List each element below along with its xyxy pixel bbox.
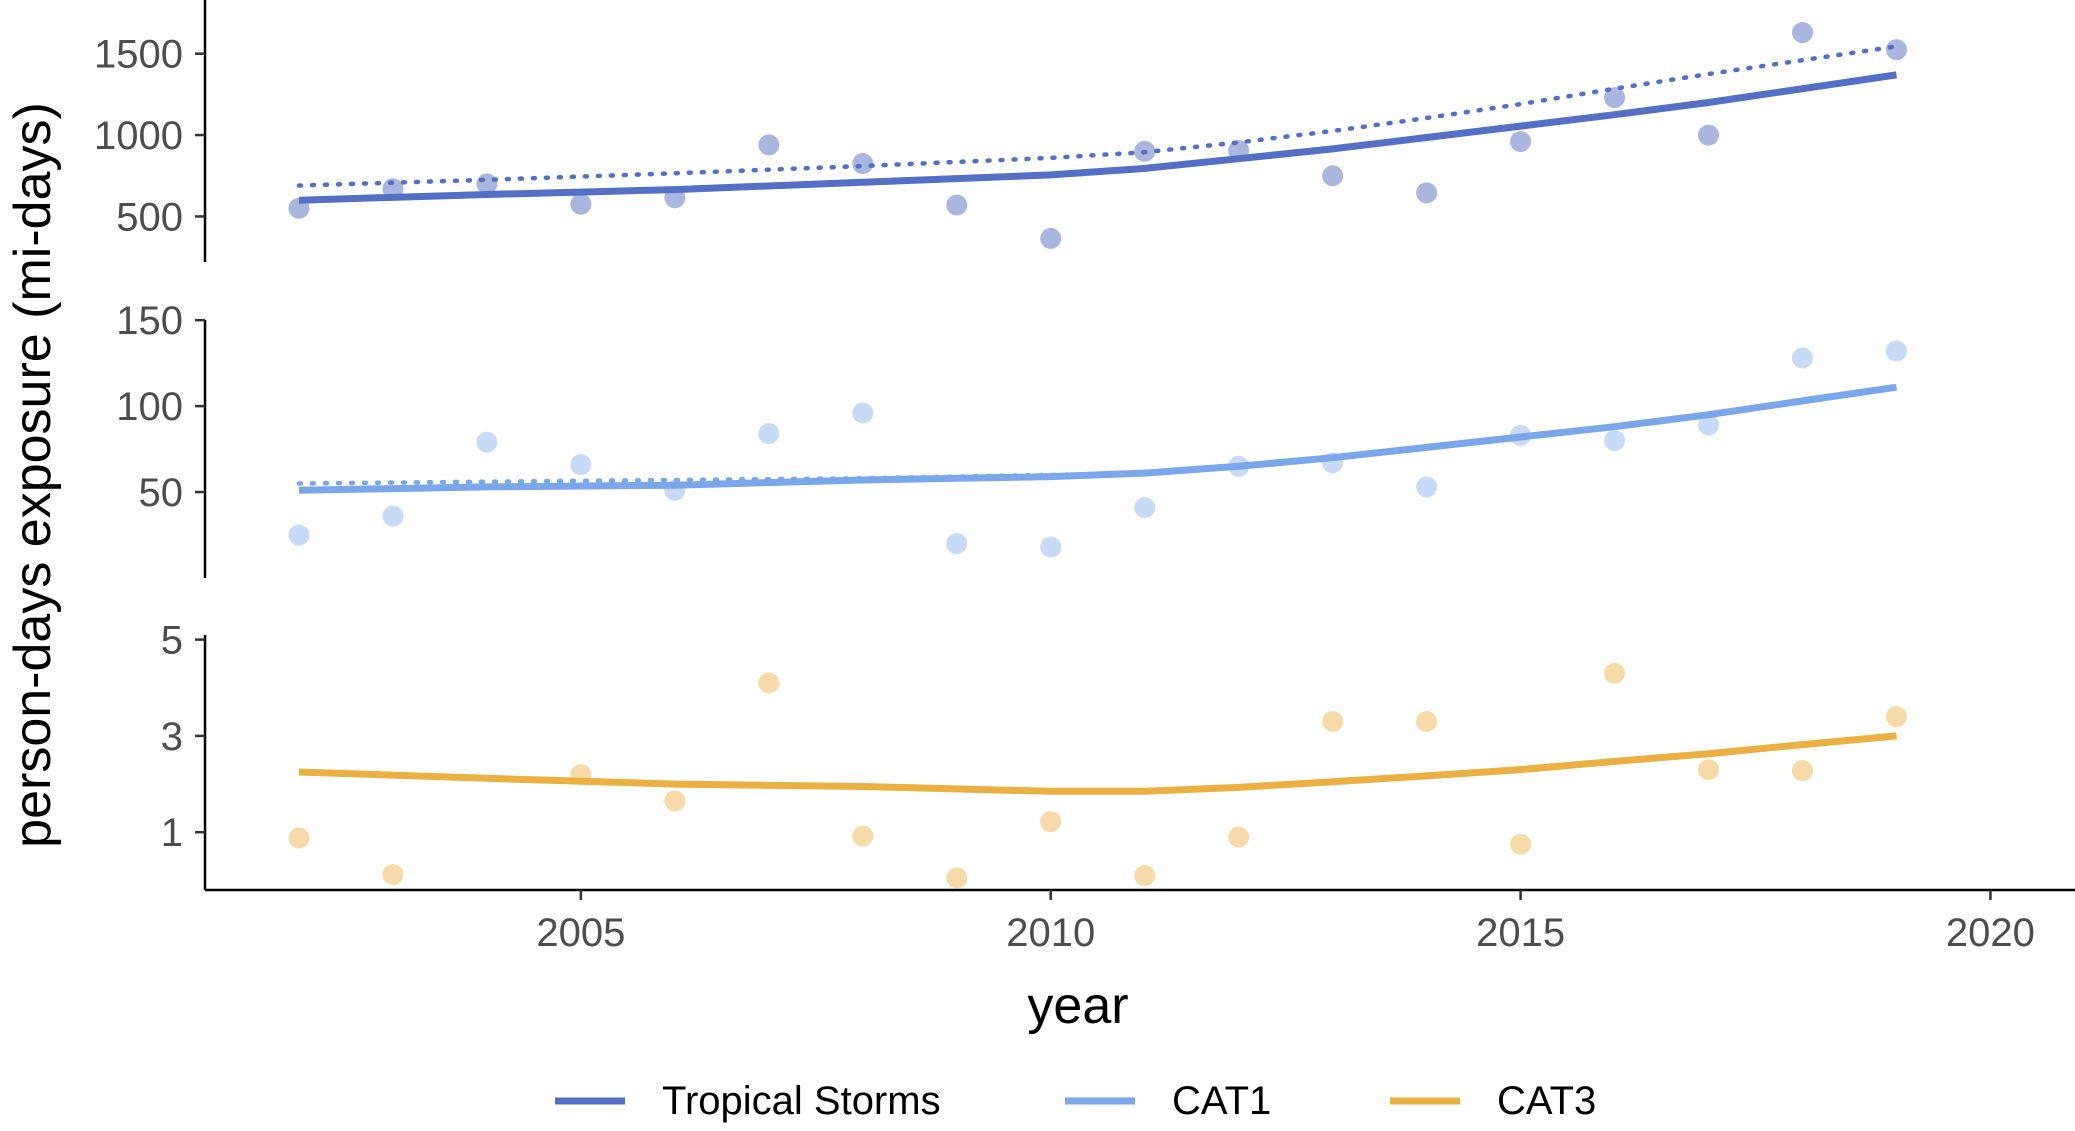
data-point (1416, 182, 1438, 204)
data-point (946, 533, 968, 555)
data-point (852, 153, 874, 175)
data-point (758, 672, 780, 694)
data-point (1134, 865, 1156, 887)
y-tick-label: 1500 (94, 33, 183, 77)
panel-cat3: 1 3 5 (161, 619, 1907, 890)
data-point (1698, 759, 1720, 781)
legend-item-cat1: CAT1 (1065, 1079, 1271, 1123)
y-tick-label: 150 (116, 299, 183, 343)
y-tick-label: 100 (116, 385, 183, 429)
legend-label: CAT1 (1172, 1079, 1271, 1123)
data-point (1510, 131, 1532, 153)
data-point (852, 825, 874, 847)
y-tick-label: 5 (161, 619, 183, 663)
data-point (758, 423, 780, 445)
data-point (288, 524, 310, 546)
data-point (570, 454, 592, 476)
y-tick-label: 1000 (94, 114, 183, 158)
data-point (1322, 710, 1344, 732)
data-point (1791, 347, 1813, 369)
y-axis-title: person-days exposure (mi-days) (4, 102, 62, 848)
y-tick-label: 1 (161, 811, 183, 855)
legend-label: CAT3 (1497, 1079, 1596, 1123)
data-point (1604, 87, 1626, 109)
data-point (1416, 476, 1438, 498)
legend-item-tropical-storms: Tropical Storms (555, 1079, 941, 1123)
data-point (382, 864, 404, 886)
data-point (1322, 165, 1344, 187)
panel-tropical-storms: 500 1000 1500 (94, 0, 1907, 262)
x-axis: 2005 2010 2015 2020 (205, 888, 2075, 955)
data-point (1604, 429, 1626, 451)
legend-label: Tropical Storms (662, 1079, 941, 1123)
data-point (1698, 414, 1720, 436)
data-point (1134, 497, 1156, 519)
y-tick-label: 500 (116, 195, 183, 239)
data-point (1698, 124, 1720, 146)
x-axis-title: year (1027, 977, 1128, 1035)
x-tick-label: 2020 (1946, 911, 2035, 955)
legend: Tropical Storms CAT1 CAT3 (555, 1079, 1596, 1123)
data-point (1228, 826, 1250, 848)
y-tick-label: 3 (161, 715, 183, 759)
data-point (1040, 536, 1062, 558)
data-point (1791, 760, 1813, 782)
chart-panels: 500 1000 1500 50 100 150 1 3 5 (94, 0, 1907, 890)
data-point (382, 505, 404, 527)
panel-cat1: 50 100 150 (116, 299, 1907, 578)
x-tick-label: 2005 (536, 911, 625, 955)
trend-line-dotted (296, 44, 1899, 188)
trend-line-solid (298, 71, 1898, 204)
data-point (1510, 833, 1532, 855)
data-point (1885, 706, 1907, 728)
x-tick-label: 2015 (1476, 911, 1565, 955)
data-point (1885, 39, 1907, 61)
data-point (1885, 340, 1907, 362)
data-point (288, 827, 310, 849)
data-point (1040, 811, 1062, 833)
data-point (476, 431, 498, 453)
data-point (1416, 710, 1438, 732)
data-point (946, 194, 968, 216)
x-tick-label: 2010 (1006, 911, 1095, 955)
legend-item-cat3: CAT3 (1390, 1079, 1596, 1123)
data-point (946, 867, 968, 889)
data-point (664, 790, 686, 812)
data-point (570, 193, 592, 215)
data-point (1604, 662, 1626, 684)
trend-line-solid (298, 732, 1897, 795)
data-point (852, 402, 874, 424)
data-point (1040, 227, 1062, 249)
data-point (1791, 22, 1813, 44)
trend-line-solid (298, 383, 1898, 494)
y-tick-label: 50 (139, 471, 184, 515)
data-point (758, 134, 780, 156)
